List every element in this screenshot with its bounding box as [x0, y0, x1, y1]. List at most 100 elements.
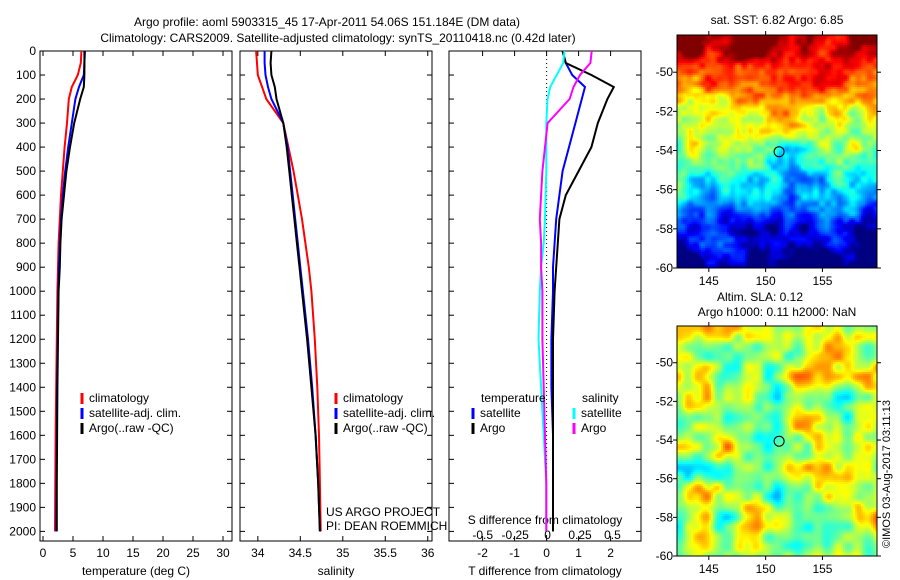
x2-axis-label: S difference from climatology — [468, 513, 623, 527]
y-tick-label: 800 — [16, 236, 36, 250]
series-s-satellite — [537, 50, 566, 532]
y-tick-label: -56 — [656, 183, 674, 197]
legend-label: climatology — [89, 391, 149, 405]
x2-tick-label: -0.5 — [472, 528, 493, 542]
y-tick-label: -50 — [656, 65, 674, 79]
x-tick-label: 10 — [96, 546, 110, 560]
x-tick-label: 150 — [756, 562, 776, 576]
y-tick-label: 1900 — [9, 500, 36, 514]
sla-heatmap — [677, 326, 877, 556]
x-tick-label: 20 — [156, 546, 170, 560]
x-tick-label: 150 — [756, 274, 776, 288]
sst-map-axes — [676, 34, 878, 269]
title-line1: Argo profile: aoml 5903315_45 17-Apr-201… — [134, 15, 520, 29]
x-tick-label: 0 — [40, 546, 47, 560]
y-tick-label: 600 — [16, 188, 36, 202]
x-tick-label: 30 — [216, 546, 230, 560]
x-tick-label: 5 — [70, 546, 77, 560]
series-t-satellite — [550, 50, 587, 532]
x-axis-label: temperature (deg C) — [82, 564, 190, 578]
legend-label: satellite — [480, 406, 521, 420]
series-s-argo — [538, 50, 593, 532]
legend-title: temperature — [481, 391, 546, 405]
legend-label: climatology — [343, 391, 403, 405]
y-tick-label: 1300 — [9, 356, 36, 370]
y-tick-label: 2000 — [9, 524, 36, 538]
y-tick-label: -50 — [656, 356, 674, 370]
project-line1: US ARGO PROJECT — [326, 505, 441, 519]
y-tick-label: -60 — [656, 549, 674, 563]
y-tick-label: 100 — [16, 68, 36, 82]
map-title-line2: Argo h1000: 0.11 h2000: NaN — [698, 305, 857, 319]
y-tick-label: 200 — [16, 92, 36, 106]
series-climatology — [255, 50, 322, 532]
salinity-axes — [239, 50, 433, 542]
legend-label: Argo(..raw -QC) — [343, 421, 428, 435]
legend-label: Argo — [480, 421, 506, 435]
y-tick-label: 1100 — [10, 308, 36, 322]
legend-label: satellite — [581, 406, 622, 420]
x-tick-label: 36 — [421, 546, 435, 560]
legend-title: salinity — [582, 391, 619, 405]
y-tick-label: -54 — [656, 433, 674, 447]
x-axis-label: T difference from climatology — [468, 564, 622, 578]
series-argo-raw-qc- — [269, 50, 321, 532]
title-line2: Climatology: CARS2009. Satellite-adjuste… — [100, 31, 575, 45]
y-tick-label: 0 — [29, 44, 36, 58]
y-tick-label: 300 — [16, 116, 36, 130]
argo-position-marker — [773, 435, 785, 447]
y-tick-label: 1600 — [9, 428, 36, 442]
x2-tick-label: 0 — [544, 528, 551, 542]
x-tick-label: 0 — [543, 546, 550, 560]
y-tick-label: -60 — [656, 261, 674, 275]
x-tick-label: 155 — [812, 274, 832, 288]
x-tick-label: 34 — [251, 546, 265, 560]
y-tick-label: 1700 — [9, 452, 36, 466]
x-tick-label: 1 — [575, 546, 582, 560]
y-tick-label: 1000 — [9, 284, 36, 298]
y-tick-label: -54 — [656, 144, 674, 158]
x-axis-label: salinity — [318, 564, 355, 578]
credit: ©IMOS 03-Aug-2017 03:11:13 — [881, 400, 893, 548]
argo-position-marker — [773, 146, 785, 158]
project-line2: PI: DEAN ROEMMICH — [326, 519, 447, 533]
x2-tick-label: 0.25 — [568, 528, 592, 542]
legend-label: Argo — [581, 421, 607, 435]
sst-heatmap — [677, 35, 877, 268]
x-tick-label: 2 — [607, 546, 614, 560]
y-tick-label: -58 — [656, 222, 674, 236]
sla-map-axes — [676, 325, 878, 557]
y-tick-label: 700 — [16, 212, 36, 226]
map-title-line1: Altim. SLA: 0.12 — [717, 290, 803, 304]
x-tick-label: 145 — [699, 274, 719, 288]
series-argo-raw-qc- — [55, 51, 86, 532]
x-tick-label: -1 — [509, 546, 520, 560]
x-tick-label: 155 — [812, 562, 832, 576]
x-tick-label: 35 — [336, 546, 350, 560]
x-tick-label: 15 — [126, 546, 140, 560]
y-tick-label: -58 — [656, 510, 674, 524]
series-satellite-adj-clim- — [55, 50, 86, 532]
x-tick-label: 34.5 — [289, 546, 313, 560]
x-tick-label: 145 — [699, 562, 719, 576]
y-tick-label: 900 — [16, 260, 36, 274]
series-t-argo — [552, 50, 616, 532]
y-tick-label: 1500 — [9, 404, 36, 418]
y-tick-label: -52 — [656, 104, 674, 118]
x2-tick-label: -0.25 — [501, 528, 529, 542]
y-tick-label: -52 — [656, 394, 674, 408]
map-title: sat. SST: 6.82 Argo: 6.85 — [711, 13, 844, 27]
legend-label: satellite-adj. clim. — [89, 406, 181, 420]
y-tick-label: 1400 — [9, 380, 36, 394]
y-tick-label: 500 — [16, 164, 36, 178]
y-tick-label: 400 — [16, 140, 36, 154]
y-tick-label: -56 — [656, 472, 674, 486]
x2-tick-label: 0.5 — [604, 528, 621, 542]
y-tick-label: 1800 — [9, 476, 36, 490]
legend-label: satellite-adj. clim. — [343, 406, 435, 420]
y-tick-label: 1200 — [9, 332, 36, 346]
x-tick-label: -2 — [477, 546, 488, 560]
temperature-axes — [39, 50, 233, 542]
x-tick-label: 25 — [186, 546, 200, 560]
